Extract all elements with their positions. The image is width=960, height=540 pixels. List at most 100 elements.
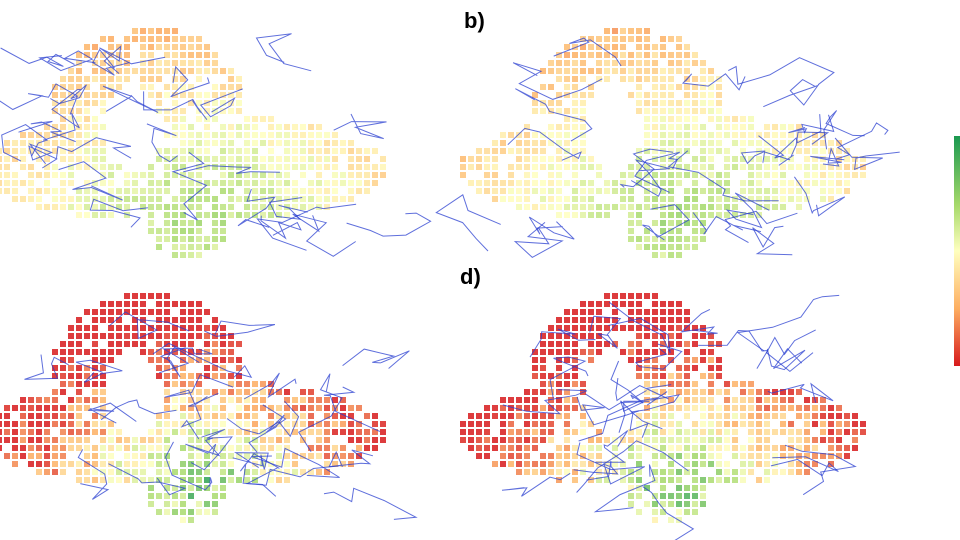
road	[642, 486, 695, 540]
grid-cell	[676, 100, 682, 106]
grid-cell	[540, 381, 546, 387]
grid-cell	[348, 164, 354, 170]
grid-cell	[652, 317, 658, 323]
grid-cell	[612, 341, 618, 347]
grid-cell	[724, 437, 730, 443]
grid-cell	[68, 341, 74, 347]
grid-cell	[796, 461, 802, 467]
grid-cell	[708, 68, 714, 74]
grid-cell	[676, 333, 682, 339]
grid-cell	[284, 180, 290, 186]
grid-cell	[268, 124, 274, 130]
grid-cell	[684, 60, 690, 66]
grid-cell	[772, 445, 778, 451]
grid-cell	[692, 220, 698, 226]
grid-cell	[476, 445, 482, 451]
grid-cell	[140, 84, 146, 90]
grid-cell	[716, 413, 722, 419]
grid-cell	[76, 477, 82, 483]
grid-cell	[188, 84, 194, 90]
grid-cell	[12, 421, 18, 427]
grid-cell	[748, 180, 754, 186]
grid-cell	[124, 44, 130, 50]
grid-cell	[636, 509, 642, 515]
grid-cell	[76, 413, 82, 419]
grid-cell	[484, 429, 490, 435]
grid-cell	[844, 156, 850, 162]
grid-cell	[692, 333, 698, 339]
grid-cell	[188, 236, 194, 242]
grid-cell	[332, 413, 338, 419]
grid-cell	[316, 421, 322, 427]
grid-cell	[164, 52, 170, 58]
grid-cell	[196, 100, 202, 106]
grid-cell	[804, 172, 810, 178]
grid-cell	[76, 188, 82, 194]
grid-cell	[268, 477, 274, 483]
grid-cell	[548, 325, 554, 331]
grid-cell	[76, 429, 82, 435]
grid-cell	[228, 148, 234, 154]
grid-cell	[676, 172, 682, 178]
grid-cell	[292, 461, 298, 467]
grid-cell	[516, 397, 522, 403]
grid-cell	[28, 180, 34, 186]
grid-cell	[556, 341, 562, 347]
grid-cell	[180, 164, 186, 170]
grid-cell	[308, 204, 314, 210]
grid-cell	[844, 429, 850, 435]
grid-cell	[172, 244, 178, 250]
grid-cell	[4, 156, 10, 162]
grid-cell	[660, 397, 666, 403]
grid-cell	[172, 28, 178, 34]
grid-cell	[644, 196, 650, 202]
grid-cell	[196, 52, 202, 58]
grid-cell	[108, 172, 114, 178]
grid-cell	[724, 196, 730, 202]
grid-cell	[660, 180, 666, 186]
grid-cell	[316, 469, 322, 475]
grid-cell	[364, 188, 370, 194]
grid-cell	[156, 156, 162, 162]
grid-cell	[180, 220, 186, 226]
grid-cell	[572, 333, 578, 339]
grid-cell	[268, 164, 274, 170]
grid-cell	[780, 180, 786, 186]
road	[328, 449, 374, 468]
grid-cell	[92, 188, 98, 194]
grid-cell	[68, 381, 74, 387]
grid-cell	[228, 357, 234, 363]
grid-cell	[4, 453, 10, 459]
grid-cell	[708, 180, 714, 186]
grid-cell	[284, 453, 290, 459]
grid-cell	[724, 116, 730, 122]
grid-cell	[212, 52, 218, 58]
grid-cell	[812, 180, 818, 186]
grid-cell	[492, 164, 498, 170]
grid-cell	[652, 437, 658, 443]
grid-cell	[172, 405, 178, 411]
grid-cell	[180, 44, 186, 50]
grid-cell	[108, 349, 114, 355]
grid-cell	[756, 140, 762, 146]
grid-cell	[108, 317, 114, 323]
grid-cell	[668, 493, 674, 499]
grid-cell	[76, 389, 82, 395]
grid-cell	[700, 188, 706, 194]
grid-cell	[116, 52, 122, 58]
grid-cell	[36, 429, 42, 435]
grid-cell	[212, 212, 218, 218]
grid-cell	[156, 429, 162, 435]
grid-cell	[820, 164, 826, 170]
grid-cell	[684, 501, 690, 507]
grid-cell	[108, 164, 114, 170]
grid-cell	[748, 405, 754, 411]
grid-cell	[236, 445, 242, 451]
grid-cell	[364, 148, 370, 154]
grid-cell	[780, 156, 786, 162]
panel-label: d)	[460, 264, 481, 289]
grid-cell	[484, 148, 490, 154]
grid-cell	[76, 405, 82, 411]
grid-cell	[188, 421, 194, 427]
grid-cell	[140, 341, 146, 347]
